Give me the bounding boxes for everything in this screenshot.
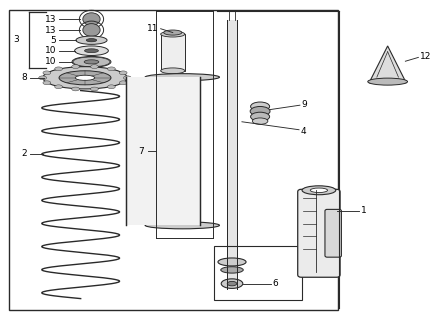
Polygon shape	[368, 46, 405, 83]
Ellipse shape	[107, 67, 115, 71]
Ellipse shape	[250, 112, 269, 121]
Ellipse shape	[84, 49, 98, 52]
Text: 7: 7	[138, 147, 144, 156]
Ellipse shape	[160, 68, 184, 74]
Ellipse shape	[301, 186, 335, 195]
Text: 9: 9	[301, 100, 307, 109]
FancyBboxPatch shape	[324, 209, 341, 257]
Text: 13: 13	[44, 26, 56, 35]
Ellipse shape	[72, 87, 79, 91]
Circle shape	[82, 24, 100, 36]
Ellipse shape	[367, 78, 407, 85]
Ellipse shape	[72, 56, 111, 67]
Ellipse shape	[55, 85, 62, 89]
Ellipse shape	[145, 222, 219, 229]
Ellipse shape	[163, 30, 181, 35]
Ellipse shape	[43, 71, 51, 75]
Ellipse shape	[309, 188, 327, 193]
Text: 4: 4	[300, 127, 306, 136]
Ellipse shape	[107, 85, 115, 89]
Ellipse shape	[55, 67, 62, 71]
Ellipse shape	[43, 81, 51, 85]
Ellipse shape	[227, 281, 236, 286]
Text: 3: 3	[13, 35, 20, 44]
Text: 6: 6	[272, 279, 277, 288]
Ellipse shape	[90, 65, 98, 68]
Text: 5: 5	[50, 36, 56, 45]
Text: 12: 12	[419, 52, 431, 61]
Text: 2: 2	[21, 149, 26, 158]
Text: 1: 1	[360, 206, 366, 215]
Ellipse shape	[90, 87, 98, 91]
Text: 10: 10	[44, 57, 56, 66]
Bar	[160, 34, 184, 71]
Ellipse shape	[220, 279, 242, 288]
Ellipse shape	[84, 60, 99, 64]
Ellipse shape	[119, 81, 127, 85]
Ellipse shape	[39, 76, 46, 80]
Text: 8: 8	[21, 73, 26, 82]
Text: 11: 11	[147, 24, 158, 33]
Circle shape	[82, 13, 100, 26]
Ellipse shape	[76, 36, 107, 44]
Ellipse shape	[145, 74, 219, 81]
Ellipse shape	[86, 39, 96, 42]
Ellipse shape	[250, 102, 269, 111]
Ellipse shape	[123, 76, 131, 80]
Bar	[126, 77, 200, 225]
Ellipse shape	[252, 118, 267, 124]
Ellipse shape	[220, 267, 243, 273]
Ellipse shape	[217, 258, 246, 266]
Ellipse shape	[119, 71, 127, 75]
Ellipse shape	[59, 71, 111, 85]
Ellipse shape	[250, 107, 270, 116]
Bar	[214, 246, 302, 300]
Ellipse shape	[75, 46, 108, 55]
Bar	[227, 20, 236, 289]
Text: 13: 13	[44, 15, 56, 24]
Text: 10: 10	[44, 46, 56, 55]
Ellipse shape	[75, 75, 95, 80]
Ellipse shape	[72, 65, 79, 68]
FancyBboxPatch shape	[297, 189, 339, 277]
Bar	[9, 10, 337, 310]
Ellipse shape	[43, 67, 127, 89]
Ellipse shape	[160, 31, 184, 37]
